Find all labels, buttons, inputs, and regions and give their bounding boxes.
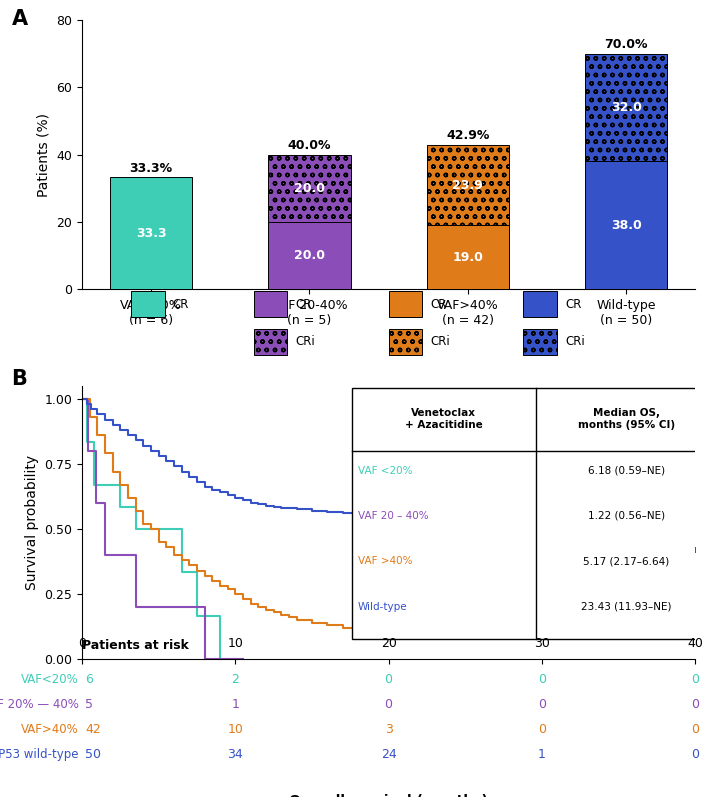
FancyBboxPatch shape: [254, 292, 287, 317]
Text: VAF >40%: VAF >40%: [358, 556, 412, 567]
Text: 0: 0: [691, 673, 699, 686]
Bar: [426, 145, 509, 226]
Text: 23.9: 23.9: [452, 179, 483, 191]
Text: 6.18 (0.59–NE): 6.18 (0.59–NE): [588, 465, 665, 476]
Text: VAF>40%: VAF>40%: [21, 724, 79, 736]
Text: Wild-type: Wild-type: [358, 602, 408, 611]
Text: 19.0: 19.0: [452, 251, 483, 264]
Text: 34: 34: [227, 748, 243, 761]
Text: 5: 5: [85, 698, 93, 711]
Text: Venetoclax
+ Azacitidine: Venetoclax + Azacitidine: [405, 408, 483, 430]
Text: 1: 1: [538, 748, 546, 761]
Text: 2: 2: [231, 673, 240, 686]
Text: 42.9%: 42.9%: [446, 129, 489, 142]
Text: Median OS,
months (95% CI): Median OS, months (95% CI): [578, 408, 674, 430]
Y-axis label: Survival probability: Survival probability: [25, 455, 39, 590]
Text: 40.0%: 40.0%: [287, 139, 331, 152]
Text: 20: 20: [381, 637, 396, 650]
Text: CR: CR: [295, 298, 312, 311]
Bar: [268, 222, 351, 289]
FancyBboxPatch shape: [389, 292, 422, 317]
Text: CRi: CRi: [430, 336, 450, 348]
Text: Overall survival (months): Overall survival (months): [289, 794, 488, 797]
Text: A: A: [11, 9, 28, 29]
Text: 30: 30: [534, 637, 550, 650]
Y-axis label: Patients (%): Patients (%): [36, 112, 51, 197]
Text: 0: 0: [538, 673, 546, 686]
Text: 0: 0: [78, 637, 86, 650]
FancyBboxPatch shape: [254, 329, 287, 355]
FancyBboxPatch shape: [523, 292, 557, 317]
Text: 0: 0: [538, 698, 546, 711]
FancyBboxPatch shape: [389, 329, 422, 355]
FancyBboxPatch shape: [131, 292, 165, 317]
Text: 10: 10: [227, 724, 243, 736]
Text: 40: 40: [687, 637, 703, 650]
Text: TP53 wild-type: TP53 wild-type: [0, 748, 79, 761]
Text: VAF 20% — 40%: VAF 20% — 40%: [0, 698, 79, 711]
Text: 0: 0: [538, 724, 546, 736]
Text: VAF <20%: VAF <20%: [358, 465, 412, 476]
Bar: [585, 53, 667, 162]
Bar: [585, 162, 667, 289]
Bar: [352, 388, 713, 639]
Bar: [110, 177, 193, 289]
Text: 3: 3: [384, 724, 393, 736]
Text: 0: 0: [691, 748, 699, 761]
Text: CRi: CRi: [295, 336, 315, 348]
Text: 0: 0: [691, 724, 699, 736]
Text: CR: CR: [565, 298, 582, 311]
Text: B: B: [11, 369, 27, 389]
Text: 42: 42: [85, 724, 101, 736]
Text: 70.0%: 70.0%: [605, 38, 648, 51]
Text: 10: 10: [227, 637, 243, 650]
Text: Patients at risk: Patients at risk: [82, 639, 189, 652]
Text: CR: CR: [430, 298, 446, 311]
Text: 50: 50: [85, 748, 101, 761]
Text: 23.43 (11.93–NE): 23.43 (11.93–NE): [581, 602, 672, 611]
Text: VAF<20%: VAF<20%: [21, 673, 79, 686]
Text: 0: 0: [691, 698, 699, 711]
FancyBboxPatch shape: [523, 329, 557, 355]
Text: CRi: CRi: [565, 336, 585, 348]
Text: 38.0: 38.0: [611, 219, 642, 232]
Text: 24: 24: [381, 748, 396, 761]
Bar: [268, 155, 351, 222]
Text: 20.0: 20.0: [294, 182, 325, 194]
Text: 20.0: 20.0: [294, 249, 325, 262]
Bar: [426, 226, 509, 289]
Text: 0: 0: [384, 673, 393, 686]
Text: VAF 20 – 40%: VAF 20 – 40%: [358, 511, 429, 521]
Text: 33.3: 33.3: [135, 227, 166, 240]
Text: 5.17 (2.17–6.64): 5.17 (2.17–6.64): [583, 556, 670, 567]
Text: 6: 6: [85, 673, 93, 686]
Text: 0: 0: [384, 698, 393, 711]
Text: 1: 1: [231, 698, 240, 711]
Text: 1.22 (0.56–NE): 1.22 (0.56–NE): [588, 511, 665, 521]
Text: 32.0: 32.0: [611, 101, 642, 114]
Text: 33.3%: 33.3%: [130, 162, 173, 175]
Text: CR: CR: [173, 298, 189, 311]
